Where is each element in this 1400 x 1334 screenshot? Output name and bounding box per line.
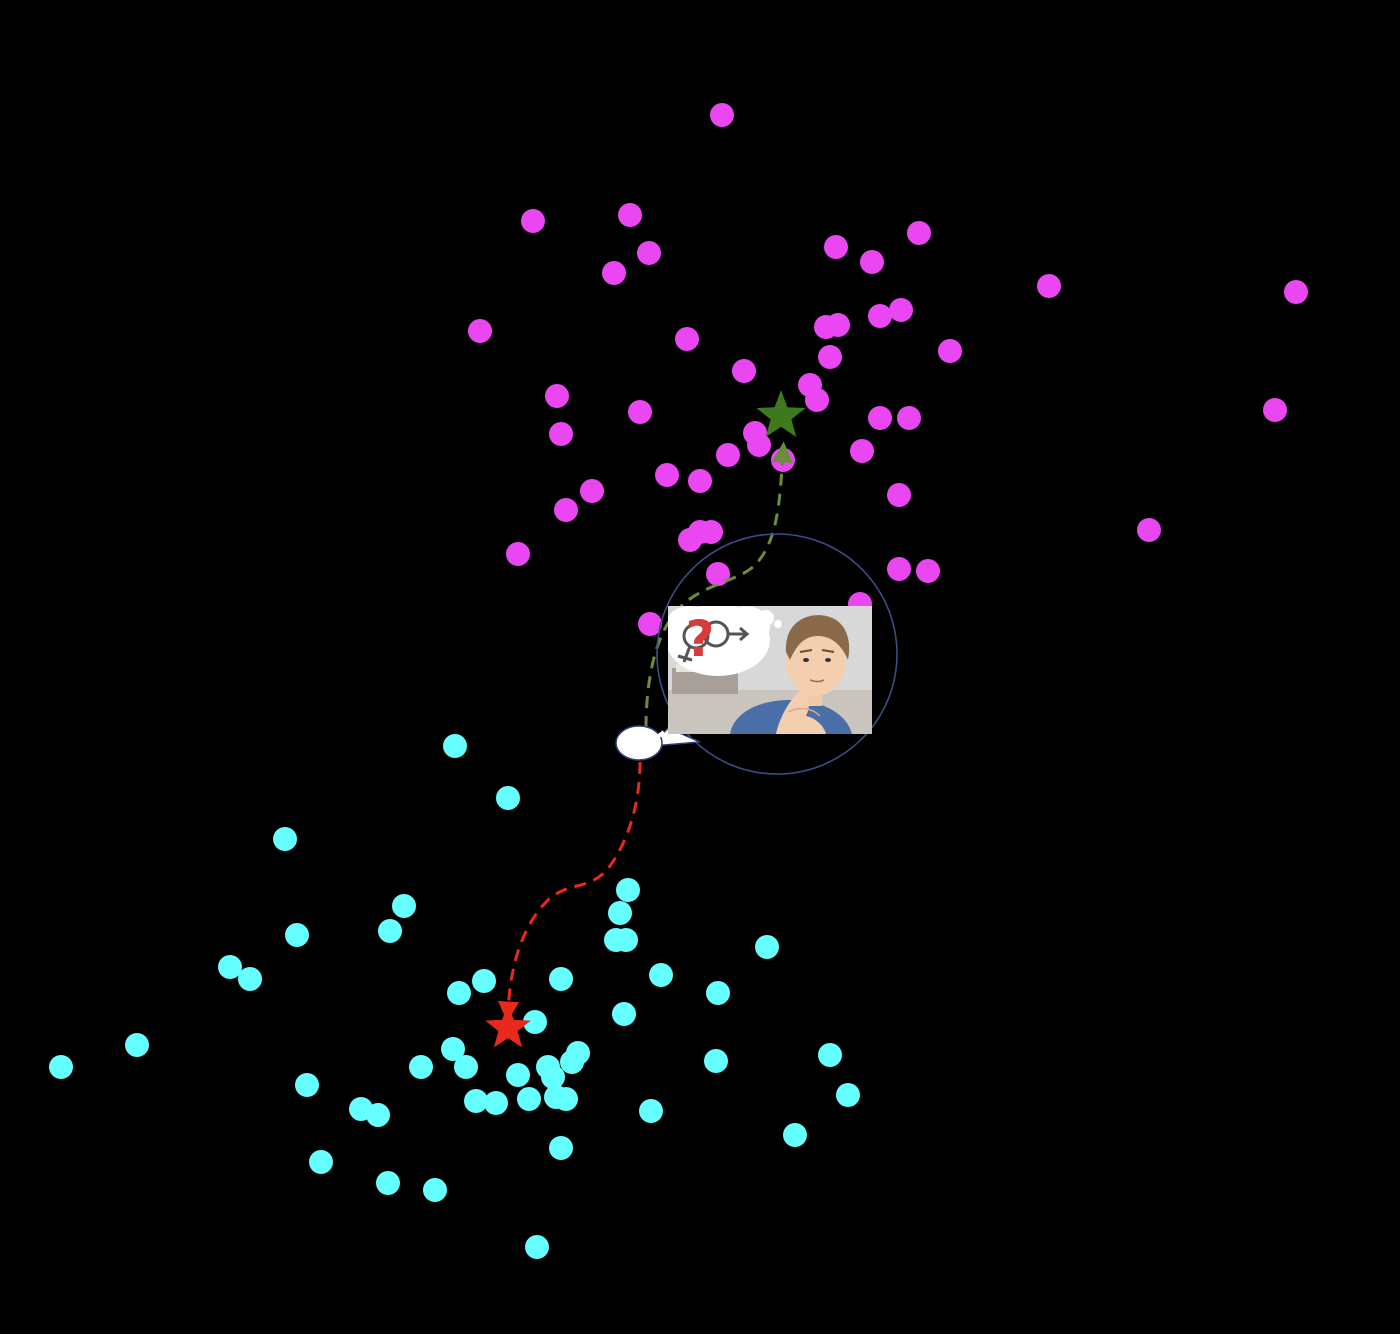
cyan-point (783, 1123, 807, 1147)
cyan-point (525, 1235, 549, 1259)
cyan-point (755, 935, 779, 959)
magenta-point (868, 304, 892, 328)
magenta-point (628, 400, 652, 424)
cyan-point (309, 1150, 333, 1174)
cyan-point (639, 1099, 663, 1123)
cyan-point (818, 1043, 842, 1067)
magenta-point (1263, 398, 1287, 422)
magenta-point (468, 319, 492, 343)
cyan-point (836, 1083, 860, 1107)
callout-joint (654, 730, 666, 740)
magenta-point (637, 241, 661, 265)
magenta-point (699, 520, 723, 544)
magenta-point (824, 235, 848, 259)
cyan-point (295, 1073, 319, 1097)
cyan-point (616, 878, 640, 902)
cyan-point (447, 981, 471, 1005)
cyan-point (704, 1049, 728, 1073)
female-symbol-icon (682, 622, 710, 650)
cyan-point (378, 919, 402, 943)
cyan-point (409, 1055, 433, 1079)
cyan-point (464, 1089, 488, 1113)
cyan-point (549, 1136, 573, 1160)
cyan-point (49, 1055, 73, 1079)
red-dashed-path (498, 761, 642, 1023)
cyan-point (560, 1050, 584, 1074)
cyan-point (454, 1055, 478, 1079)
magenta-point (826, 313, 850, 337)
magenta-point (889, 298, 913, 322)
magenta-point (706, 562, 730, 586)
cyan-cluster (49, 734, 860, 1259)
cyan-point (285, 923, 309, 947)
magenta-point (688, 469, 712, 493)
cyan-point (649, 963, 673, 987)
magenta-point (618, 203, 642, 227)
magenta-point (938, 339, 962, 363)
cyan-point (484, 1091, 508, 1115)
magenta-point (818, 345, 842, 369)
magenta-point (602, 261, 626, 285)
cyan-point (496, 786, 520, 810)
cyan-point (218, 955, 242, 979)
cyan-point (614, 928, 638, 952)
magenta-point (1037, 274, 1061, 298)
magenta-point (868, 406, 892, 430)
cyan-point (423, 1178, 447, 1202)
cyan-point (554, 1087, 578, 1111)
magenta-point (716, 443, 740, 467)
cyan-point (392, 894, 416, 918)
magenta-point (850, 439, 874, 463)
magenta-point (638, 612, 662, 636)
magenta-point (732, 359, 756, 383)
cyan-point (441, 1037, 465, 1061)
magenta-point (554, 498, 578, 522)
magenta-point (1137, 518, 1161, 542)
magenta-point (887, 483, 911, 507)
magenta-point (916, 559, 940, 583)
magenta-point (580, 479, 604, 503)
magenta-point (710, 103, 734, 127)
green-dashed-path (644, 441, 793, 729)
red-star (485, 1004, 531, 1048)
magenta-point (860, 250, 884, 274)
cyan-point (238, 967, 262, 991)
callout-bubble (615, 725, 663, 761)
cyan-point (541, 1065, 565, 1089)
magenta-cluster (468, 103, 1308, 636)
magenta-point (747, 433, 771, 457)
magenta-point (675, 327, 699, 351)
magenta-point (521, 209, 545, 233)
question-mark-icon: ? (685, 610, 714, 668)
magenta-point (897, 406, 921, 430)
cyan-point (549, 967, 573, 991)
magenta-point (907, 221, 931, 245)
cyan-point (506, 1063, 530, 1087)
cyan-point (706, 981, 730, 1005)
thinking-person-illustration: ? (668, 606, 872, 734)
thought-callout: ? (615, 533, 898, 775)
magenta-point (887, 557, 911, 581)
cyan-point (523, 1010, 547, 1034)
magenta-point (506, 542, 530, 566)
magenta-point (655, 463, 679, 487)
cyan-point (517, 1087, 541, 1111)
green-star (756, 390, 806, 437)
magenta-point (549, 422, 573, 446)
magenta-point (805, 388, 829, 412)
magenta-point (1284, 280, 1308, 304)
magenta-point (545, 384, 569, 408)
cyan-point (125, 1033, 149, 1057)
cyan-point (612, 1002, 636, 1026)
cyan-point (443, 734, 467, 758)
cyan-point (366, 1103, 390, 1127)
cyan-point (608, 901, 632, 925)
cyan-point (376, 1171, 400, 1195)
callout-circle (656, 533, 898, 775)
cyan-point (472, 969, 496, 993)
cyan-point (273, 827, 297, 851)
